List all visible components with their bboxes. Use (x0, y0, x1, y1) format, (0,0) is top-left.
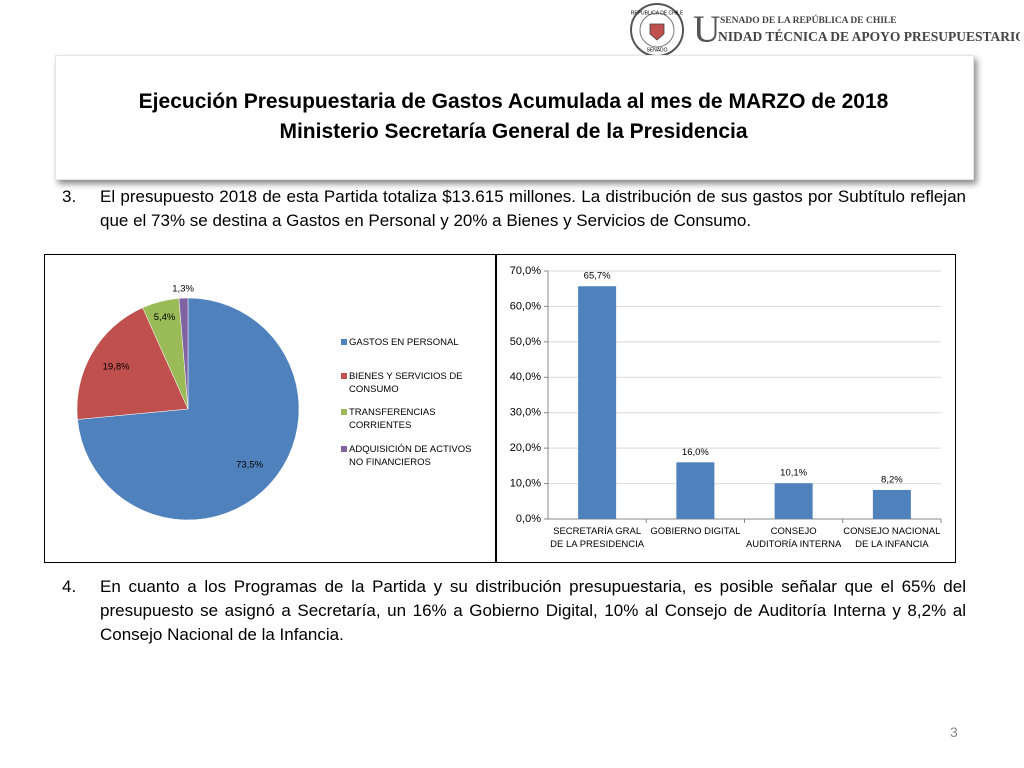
paragraph-number: 4. (62, 577, 77, 596)
legend-swatch (341, 339, 347, 345)
bar-chart-box: 0,0% 10,0% 20,0% 30,0% 40,0% 50,0% 60,0% 70,0% 6… (496, 254, 956, 563)
paragraph-number: 3. (62, 187, 77, 206)
page-number: 3 (950, 724, 958, 740)
logo-line2: NIDAD TÉCNICA DE APOYO PRESUPUESTARIO (718, 29, 1020, 44)
y-tick-label: 20,0% (510, 442, 541, 454)
seal-bottom: SENADO (646, 47, 667, 53)
y-tick-label: 0,0% (516, 513, 541, 525)
logo-initial: U (693, 9, 720, 51)
data-label: 16,0% (682, 447, 709, 458)
bar (676, 462, 715, 519)
y-tick-label: 10,0% (510, 477, 541, 489)
data-label: 73,5% (236, 460, 263, 471)
title-line: Ministerio Secretaría General de la Pres… (279, 120, 748, 143)
data-label: 8,2% (881, 474, 903, 485)
y-tick-label: 40,0% (510, 371, 541, 383)
data-label: 1,3% (172, 284, 194, 295)
pie-chart-box: 73,5% 19,8% 5,4% 1,3% GASTOS EN PERSONAL BIEN… (44, 254, 496, 563)
y-tick-label: 60,0% (510, 300, 541, 312)
legend-swatch (341, 373, 347, 379)
title-line: Ejecución Presupuestaria de Gastos Acumu… (138, 90, 889, 113)
y-tick-label: 50,0% (510, 336, 541, 348)
chart-svg: 73,5% 19,8% 5,4% 1,3% (76, 284, 347, 521)
x-tick-label: SECRETARÍA GRAL DE LA PRESIDENCIA (550, 526, 645, 550)
x-tick-label: GOBIERNO DIGITAL (650, 526, 741, 537)
y-tick-label: 70,0% (510, 265, 541, 277)
legend-label: ADQUISICIÓN DE ACTIVOS NO FINANCIEROS (349, 444, 472, 468)
legend-label: BIENES Y SERVICIOS DE CONSUMO (349, 371, 463, 395)
title-box (55, 55, 974, 180)
data-label: 19,8% (103, 362, 130, 373)
seal-top: REPÚBLICA DE CHILE (631, 9, 684, 16)
logo-line1: SENADO DE LA REPÚBLICA DE CHILE (720, 14, 897, 26)
y-tick-label: 30,0% (510, 407, 541, 419)
x-tick-label: CONSEJO AUDITORÍA INTERNA (745, 526, 842, 550)
bar (872, 489, 911, 519)
paragraph-text: El presupuesto 2018 de esta Partida tota… (100, 187, 966, 230)
data-label: 65,7% (584, 271, 611, 282)
pie-slice (178, 297, 189, 410)
pie-slice (76, 307, 189, 420)
chart-svg: 0,0% 10,0% 20,0% 30,0% 40,0% 50,0% 60,0% 70,0% 6… (510, 265, 942, 525)
legend-swatch (341, 409, 347, 415)
data-label: 5,4% (154, 312, 176, 323)
x-tick-label: CONSEJO NACIONAL DE LA INFANCIA (843, 526, 941, 550)
bar (774, 483, 813, 519)
header-logo: REPÚBLICA DE CHILE SENADO U SENADO DE LA… (630, 3, 1020, 57)
legend-label: GASTOS EN PERSONAL (349, 337, 459, 348)
seal-shield (649, 23, 665, 41)
paragraph-text: En cuanto a los Programas de la Partida … (100, 577, 966, 644)
legend-label: TRANSFERENCIAS CORRIENTES (349, 407, 436, 431)
legend-swatch (341, 446, 347, 452)
data-label: 10,1% (780, 468, 807, 479)
bar (578, 286, 617, 519)
